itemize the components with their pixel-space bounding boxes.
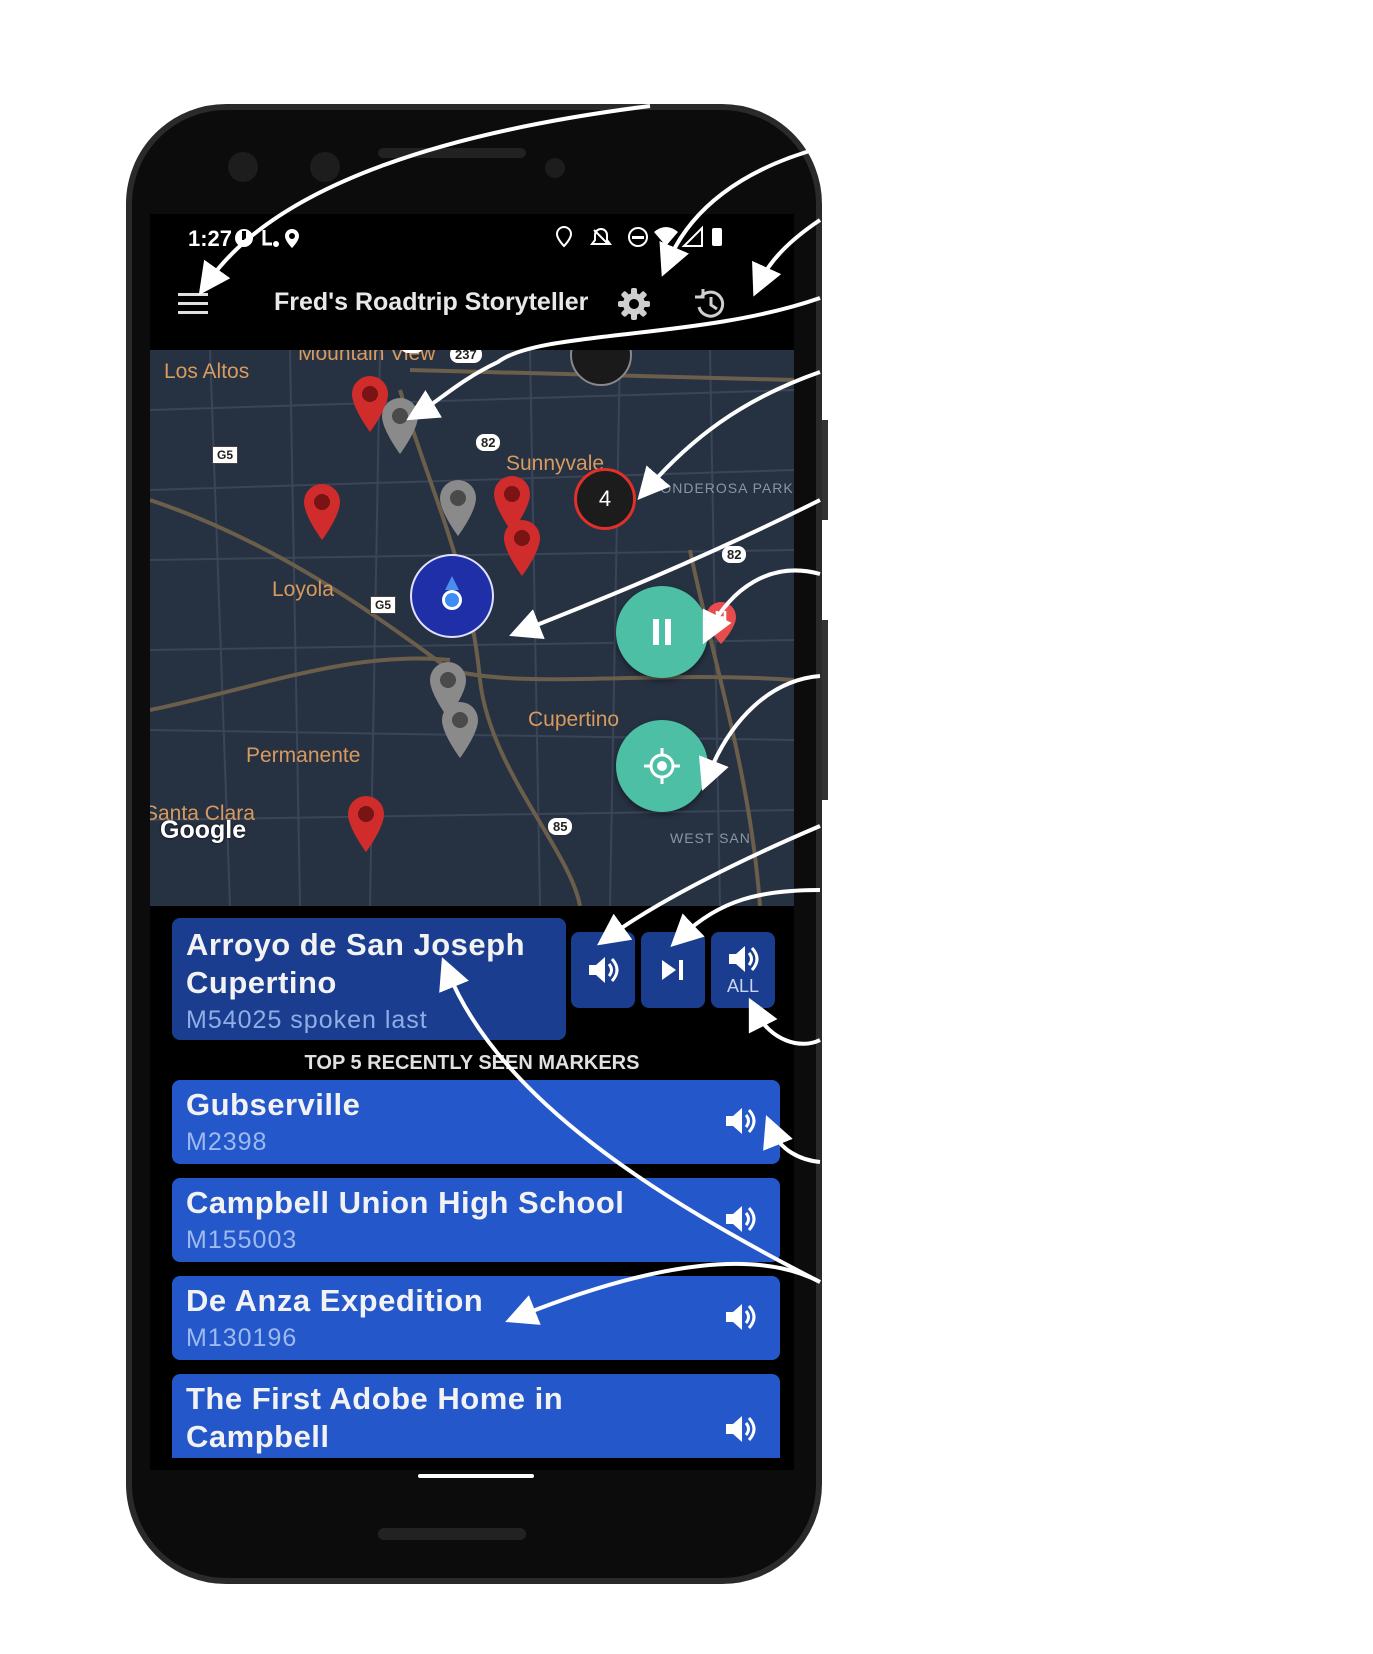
marker-red-pin[interactable]	[500, 518, 544, 578]
status-bar: 1:27	[150, 214, 794, 262]
proximity-sensor	[545, 158, 565, 178]
google-attribution: Google	[160, 816, 247, 844]
map-label-district: WEST SAN	[670, 830, 751, 846]
volume-button[interactable]	[822, 620, 828, 800]
marker-gray-pin[interactable]	[436, 478, 480, 538]
front-camera	[228, 152, 258, 182]
speaker-icon[interactable]	[724, 1414, 756, 1444]
recenter-button[interactable]	[616, 720, 708, 812]
speak-current-button[interactable]	[571, 932, 635, 1008]
list-item-id: M130196	[186, 1324, 298, 1352]
crosshair-icon	[644, 748, 680, 784]
system-status-icons	[554, 224, 734, 250]
county-road-shield: G5	[370, 596, 397, 614]
map-label-town: Cupertino	[528, 708, 620, 731]
menu-icon	[178, 293, 208, 314]
gear-icon	[618, 288, 650, 320]
current-marker-card[interactable]: Arroyo de San Joseph Cupertino M54025 sp…	[172, 918, 566, 1040]
speaker-icon	[729, 945, 759, 972]
list-item[interactable]: The First Adobe Home in Campbell	[172, 1374, 780, 1458]
highway-shield: 237	[450, 350, 482, 363]
list-item-title: The First Adobe Home in	[186, 1381, 564, 1416]
list-item-id: M155003	[186, 1226, 298, 1254]
speaker-icon[interactable]	[724, 1302, 756, 1332]
list-item-title-line2: Campbell	[186, 1419, 330, 1454]
list-item[interactable]: De Anza Expedition M130196	[172, 1276, 780, 1360]
speak-all-label: ALL	[726, 975, 760, 996]
map-label-district: PONDEROSA PARK	[650, 480, 794, 496]
highway-shield: 85	[400, 350, 425, 353]
history-icon	[695, 289, 725, 318]
location-dot-icon	[442, 576, 462, 610]
marker-cluster[interactable]: 4	[574, 468, 636, 530]
highway-shield: 85	[548, 818, 573, 835]
current-marker-title-line2: Cupertino	[186, 965, 337, 1000]
notification-icons	[234, 226, 304, 250]
county-road-shield: G5	[212, 446, 239, 464]
list-item[interactable]: Campbell Union High School M155003	[172, 1178, 780, 1262]
list-item[interactable]: Gubserville M2398	[172, 1080, 780, 1164]
marker-gray-pin[interactable]	[438, 700, 482, 760]
map-label-town: Santa Clara	[150, 802, 255, 825]
front-sensor	[310, 152, 340, 182]
list-item-title: Gubserville	[186, 1087, 361, 1122]
speaker-icon	[589, 957, 619, 983]
my-location-indicator	[410, 554, 494, 638]
current-marker-subtitle: M54025 spoken last	[186, 1006, 428, 1034]
skip-next-button[interactable]	[641, 932, 705, 1008]
bottom-speaker	[378, 1528, 526, 1540]
app-bar: Fred's Roadtrip Storyteller	[150, 262, 794, 350]
svg-text:H: H	[715, 608, 728, 628]
list-item-id: M2398	[186, 1128, 268, 1156]
marker-red-pin[interactable]	[348, 374, 392, 434]
map-view[interactable]: Mountain View Los Altos Sunnyvale Loyola…	[150, 350, 794, 906]
skip-next-icon	[662, 960, 683, 980]
map-label-town: Permanente	[246, 744, 361, 767]
pause-button[interactable]	[616, 586, 708, 678]
list-item-title: De Anza Expedition	[186, 1283, 484, 1318]
recent-markers-header: TOP 5 RECENTLY SEEN MARKERS	[304, 1052, 640, 1074]
marker-red-pin[interactable]	[490, 474, 534, 534]
current-marker-title: Arroyo de San Joseph	[186, 927, 526, 962]
navigation-handle[interactable]	[418, 1474, 534, 1478]
settings-button[interactable]	[608, 278, 660, 330]
speaker-icon[interactable]	[724, 1204, 756, 1234]
map-label-town: Mountain View	[298, 350, 436, 365]
app-title: Fred's Roadtrip Storyteller	[274, 288, 589, 316]
pause-icon	[653, 619, 671, 645]
speaker-icon[interactable]	[724, 1106, 756, 1136]
map-label-town: Los Altos	[164, 360, 250, 383]
list-item-title: Campbell Union High School	[186, 1185, 625, 1220]
hospital-icon: H	[706, 602, 736, 644]
highway-shield: 82	[476, 434, 501, 451]
marker-gray-pin[interactable]	[378, 396, 422, 456]
map-label-town: Sunnyvale	[506, 452, 605, 475]
menu-button[interactable]	[167, 278, 219, 330]
highway-shield: 82	[722, 546, 747, 563]
status-time: 1:27	[188, 226, 233, 251]
earpiece	[378, 148, 526, 158]
side-button[interactable]	[822, 420, 828, 520]
map-label-town: Loyola	[272, 578, 334, 601]
marker-red-pin[interactable]	[300, 482, 344, 542]
history-button[interactable]	[684, 278, 736, 330]
marker-red-pin[interactable]	[344, 794, 388, 854]
speak-all-button[interactable]: ALL	[711, 932, 775, 1008]
